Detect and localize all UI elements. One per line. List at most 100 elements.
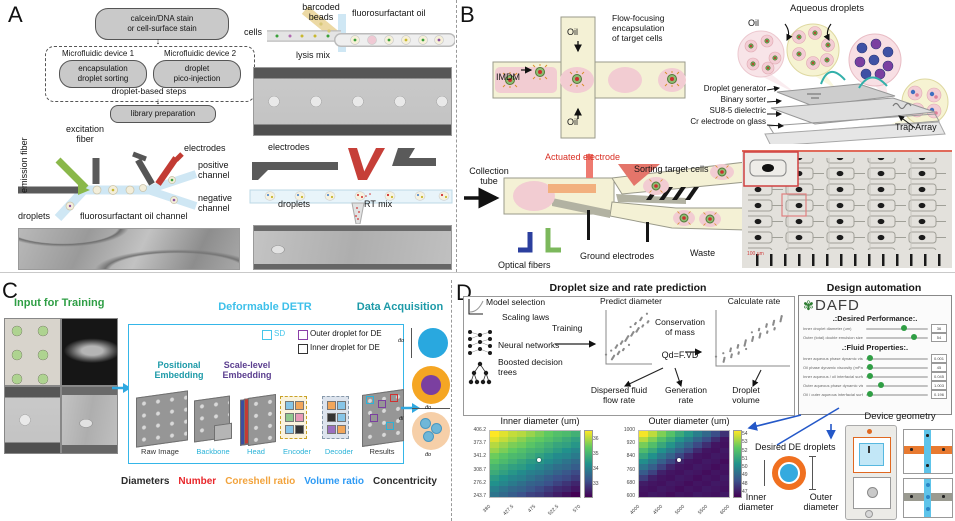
droplet-dot xyxy=(925,507,930,511)
legend-inner-label: Inner droplet for DE xyxy=(310,343,380,352)
slider-label: Inner aqueous phase dynamic viscosity (m… xyxy=(803,356,863,361)
de-droplet-diagram xyxy=(412,366,450,404)
electrode-red-v2 xyxy=(360,148,385,180)
inlet-port xyxy=(867,429,872,434)
heatmap-title: Inner diameter (um) xyxy=(500,416,580,426)
fluorosurfactant-oil-label: fluorosurfactant oil xyxy=(352,8,426,18)
dim-label-3: d̄i xyxy=(399,416,404,422)
predict-diameter-label: Predict diameter xyxy=(600,296,662,306)
slider-track[interactable] xyxy=(866,391,928,397)
slider-value[interactable]: 45 xyxy=(931,363,947,372)
droplet-contents xyxy=(266,193,448,199)
scale-embedding-label: Scale-level Embedding xyxy=(222,360,272,381)
droplet-dot xyxy=(925,495,930,499)
result-box-5 xyxy=(386,422,394,430)
encapsulation-schematic xyxy=(267,6,455,52)
prediction-box xyxy=(463,296,795,416)
aqueous-droplets-label: Aqueous droplets xyxy=(790,3,864,14)
metric-coreshell: Coreshell ratio xyxy=(225,476,296,487)
result-box-3 xyxy=(390,394,398,402)
pico-injection-box: droplet pico-injection xyxy=(153,60,241,88)
flow-arrow-1: ↓ xyxy=(155,36,161,46)
slider-track[interactable] xyxy=(866,373,928,379)
heatmap-title: Outer diameter (um) xyxy=(648,416,730,426)
channel-wall-1 xyxy=(552,198,610,218)
raw-image-thumb xyxy=(136,390,188,448)
slider-label: Inner droplet diameter (um) xyxy=(803,326,852,331)
fluid-properties-header: .:Fluid Properties:. xyxy=(841,343,909,352)
pipeline-backbone-label: Backbone xyxy=(196,447,230,456)
desired-performance-header: .:Desired Performance:. xyxy=(832,314,918,323)
panel-b-letter: B xyxy=(460,2,475,27)
trap-array-micrograph xyxy=(742,150,952,268)
slider-track[interactable] xyxy=(866,355,928,361)
de-junction-box xyxy=(853,437,891,473)
sorting-target-cells-label: Sorting target cells xyxy=(634,164,709,174)
trap-highlight-box xyxy=(781,193,807,217)
slider-value[interactable]: 54 xyxy=(931,333,947,342)
slider-track[interactable] xyxy=(866,334,928,340)
panel-c-letter: C xyxy=(2,278,18,303)
tubing-1 xyxy=(820,71,846,85)
dot xyxy=(910,448,913,451)
optical-fiber-blue xyxy=(518,232,533,253)
oil-right-label: Oil xyxy=(748,18,759,28)
slider-knob[interactable] xyxy=(866,391,873,397)
imdm-label: IMDM xyxy=(496,72,520,82)
inner-core-2 xyxy=(431,423,442,434)
metric-volume: Volume ratio xyxy=(304,476,365,487)
slider-track[interactable] xyxy=(866,382,928,388)
outlet-port xyxy=(865,510,873,518)
slider-track[interactable] xyxy=(866,325,928,331)
excitation-fiber-shape xyxy=(55,157,89,191)
scaling-laws-label: Scaling laws xyxy=(502,312,550,322)
inner-core-1 xyxy=(420,418,431,429)
dot xyxy=(942,448,945,451)
negative-channel-label: negative channel xyxy=(198,193,233,214)
slider-value[interactable]: 0.196 xyxy=(931,390,947,399)
slider-value[interactable]: 0.001 xyxy=(931,354,947,363)
slider-row: Inner aqueous / oil interfacial surface … xyxy=(803,372,947,381)
slider-knob[interactable] xyxy=(866,364,873,370)
slider-knob[interactable] xyxy=(911,334,918,340)
cr-electrode-label: Cr electrode on glass xyxy=(690,117,766,126)
desired-de-droplet xyxy=(772,456,806,490)
panel-divider-horizontal xyxy=(0,272,955,273)
inner-dim-bar xyxy=(764,460,765,486)
optical-fibers-label: Optical fibers xyxy=(498,260,551,270)
stain-box: calcein/DNA stain or cell-surface stain xyxy=(95,8,229,40)
inner-core-3 xyxy=(423,431,434,442)
electrode-dark-bend xyxy=(132,151,147,162)
device1-label: Microfluidic device 1 xyxy=(61,49,135,58)
generation-rate-label: Generation rate xyxy=(664,385,708,405)
positional-embedding-label: Positional Embedding xyxy=(154,360,204,381)
pipeline-encoder-label: Encoder xyxy=(283,447,311,456)
dot xyxy=(942,495,945,498)
slider-knob[interactable] xyxy=(866,355,873,361)
pico-injection-schematic xyxy=(249,148,453,224)
slider-knob[interactable] xyxy=(901,325,908,331)
slider-row: Inner aqueous phase dynamic viscosity (m… xyxy=(803,354,947,363)
slider-value[interactable]: 36 xyxy=(931,324,947,333)
tubing-2 xyxy=(858,76,888,89)
panel-a-letter: A xyxy=(8,2,23,27)
electrodes-label-a1: electrodes xyxy=(184,143,226,153)
collection-tube-label: Collection tube xyxy=(469,166,509,187)
excitation-fiber-label: excitation fiber xyxy=(65,124,105,145)
dim-cap-1 xyxy=(809,456,816,457)
device-geometry-body xyxy=(845,425,897,520)
pipeline-raw-label: Raw Image xyxy=(141,447,179,456)
heatmap-grid xyxy=(489,430,581,498)
slider-track[interactable] xyxy=(866,364,928,370)
library-prep-box: library preparation xyxy=(110,105,216,123)
outer-diameter-label: Outer diameter xyxy=(803,492,839,513)
training-image-3 xyxy=(4,386,61,454)
slider-knob[interactable] xyxy=(866,373,873,379)
electrode-right xyxy=(392,148,436,166)
slider-knob[interactable] xyxy=(877,382,884,388)
blue-connectors xyxy=(747,407,840,446)
device2-label: Microfluidic device 2 xyxy=(163,49,237,58)
slider-value[interactable]: 0.045 xyxy=(931,372,947,381)
metric-number: Number xyxy=(178,476,217,487)
slider-value[interactable]: 1.003 xyxy=(931,381,947,390)
